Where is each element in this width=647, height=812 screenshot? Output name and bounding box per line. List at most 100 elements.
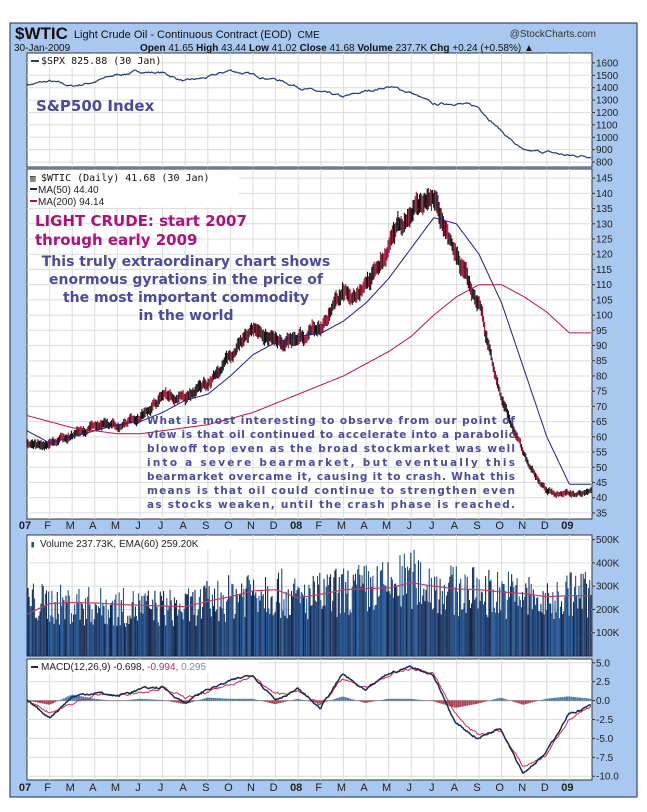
month-label: M xyxy=(337,782,346,794)
month-label: A xyxy=(360,782,368,794)
volume-bar xyxy=(83,625,85,656)
volume-bar xyxy=(318,584,320,656)
low-value: 41.02 xyxy=(272,43,297,54)
volume-bar xyxy=(476,577,478,656)
volume-bar xyxy=(297,586,299,656)
wtic-tick-label: 140 xyxy=(596,189,613,200)
macd-histogram-bar xyxy=(225,698,228,701)
volume-bar xyxy=(97,606,100,656)
volume-bar xyxy=(364,591,366,656)
macd-histogram-bar xyxy=(255,699,258,701)
volume-bar xyxy=(261,595,263,656)
volume-bar xyxy=(164,615,166,656)
macd-histogram-bar xyxy=(192,700,195,702)
volume-bar xyxy=(402,595,404,656)
volume-tick-label: 400K xyxy=(596,558,620,569)
volume-bar xyxy=(107,609,109,656)
volume-bar xyxy=(487,617,489,656)
volume-bar xyxy=(519,599,521,656)
macd-histogram-bar xyxy=(433,700,436,702)
volume-bar xyxy=(340,574,342,656)
volume-bar xyxy=(470,603,473,656)
volume-bar xyxy=(176,599,178,656)
volume-bar xyxy=(93,619,95,656)
volume-bar xyxy=(61,605,63,656)
volume-bar xyxy=(144,593,146,656)
macd-histogram-bar xyxy=(494,698,497,701)
volume-bar xyxy=(557,591,559,656)
spx-tick-label: 1500 xyxy=(596,71,619,82)
volume-bar xyxy=(273,613,275,656)
macd-histogram-bar xyxy=(253,699,256,701)
macd-histogram-bar xyxy=(526,700,529,704)
volume-legend-text: Volume 237.73K, EMA(60) 259.20K xyxy=(40,539,199,550)
volume-bar xyxy=(447,591,449,656)
macd-histogram-bar xyxy=(539,700,542,701)
month-label: 08 xyxy=(290,520,302,532)
note-line: bearmarket overcame it, causing it to cr… xyxy=(147,471,515,483)
volume-bar xyxy=(89,604,91,656)
open-label: Open xyxy=(140,43,166,54)
volume-bar xyxy=(454,587,456,656)
volume-bar xyxy=(521,591,524,656)
month-label: A xyxy=(89,782,97,794)
volume-bar xyxy=(545,610,547,656)
volume-bar xyxy=(466,576,468,656)
volume-bar xyxy=(378,595,380,656)
macd-histogram-bar xyxy=(60,699,63,701)
volume-bar xyxy=(510,586,512,656)
macd-histogram-bar xyxy=(210,697,213,701)
macd-histogram-bar xyxy=(472,700,475,705)
volume-bar xyxy=(366,611,368,656)
volume-bar xyxy=(27,587,29,656)
macd-histogram-bar xyxy=(73,695,76,701)
macd-histogram-bar xyxy=(342,696,345,701)
symbol: $WTIC xyxy=(15,24,68,43)
macd-histogram-bar xyxy=(127,699,130,701)
month-label: J xyxy=(158,782,164,794)
macd-histogram-bar xyxy=(251,698,254,701)
volume-bar xyxy=(180,610,182,656)
volume-bar xyxy=(554,600,556,656)
volume-bar xyxy=(173,597,175,656)
volume-bar xyxy=(179,603,181,656)
macd-histogram-bar xyxy=(416,699,419,701)
volume-bar xyxy=(367,571,370,656)
macd-histogram-bar xyxy=(179,700,182,704)
volume-bar xyxy=(199,589,201,656)
volume-bar xyxy=(48,591,50,656)
volume-bar xyxy=(189,621,191,656)
volume-bar xyxy=(237,602,239,656)
volume-bar xyxy=(536,598,538,656)
macd-histogram-bar xyxy=(587,698,590,701)
volume-bar xyxy=(221,608,223,656)
volume-bar xyxy=(399,555,401,656)
macd-histogram-bar xyxy=(273,700,276,705)
volume-bar xyxy=(217,580,219,656)
volume-bar xyxy=(231,583,233,656)
volume-bar xyxy=(566,575,568,656)
macd-line xyxy=(26,664,591,774)
volume-bar xyxy=(472,567,474,656)
macd-histogram-bar xyxy=(297,698,300,701)
month-label: J xyxy=(429,782,435,794)
volume-bar xyxy=(275,601,277,656)
volume-bar xyxy=(267,586,269,656)
volume-bar xyxy=(293,583,295,656)
macd-histogram-bar xyxy=(67,696,70,701)
macd-histogram-bar xyxy=(589,698,592,701)
volume-bar xyxy=(112,600,114,656)
macd-histogram-bar xyxy=(522,700,525,705)
volume-bar xyxy=(549,603,551,656)
volume-bar xyxy=(26,598,28,656)
volume-bar xyxy=(290,590,293,656)
macd-histogram-bar xyxy=(82,696,85,701)
volume-bar xyxy=(475,597,477,656)
month-label: J xyxy=(429,520,435,532)
volume-bar xyxy=(384,585,386,656)
volume-bar xyxy=(272,615,274,656)
volume-bar xyxy=(259,600,261,656)
volume-bar xyxy=(77,603,79,656)
volume-bar xyxy=(204,585,206,656)
spx-tick-label: 1100 xyxy=(596,120,618,131)
